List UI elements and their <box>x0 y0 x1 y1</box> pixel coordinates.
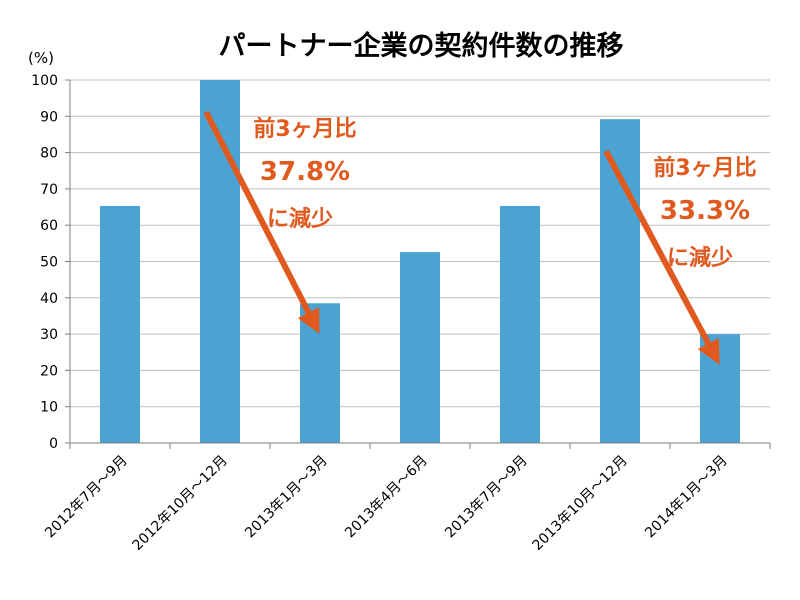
x-tick-label: 2014年1月～3月 <box>642 453 731 542</box>
y-axis-unit: (%) <box>28 49 54 67</box>
chart-title: パートナー企業の契約件数の推移 <box>219 30 624 62</box>
y-tick-label: 100 <box>31 73 58 89</box>
axes <box>65 79 771 449</box>
x-tick-label: 2012年10月～12月 <box>130 453 231 554</box>
y-tick-label: 20 <box>40 363 58 379</box>
x-tick-label: 2013年4月～6月 <box>342 453 431 542</box>
y-tick-label: 50 <box>40 255 58 271</box>
y-tick-label: 40 <box>40 291 58 307</box>
y-tick-labels: 0 10 20 30 40 50 60 70 80 90 100 <box>31 73 58 452</box>
bar <box>700 334 740 443</box>
annotation-text: 33.3% <box>660 196 750 226</box>
annotation-text: 37.8% <box>260 157 350 187</box>
bar <box>100 205 140 443</box>
annotation-text: 前3ヶ月比 <box>253 116 356 142</box>
y-tick-label: 10 <box>40 400 58 416</box>
decrease-arrow <box>603 149 720 365</box>
y-tick-label: 30 <box>40 327 58 343</box>
y-tick-label: 90 <box>40 109 58 125</box>
x-tick-label: 2013年7月～9月 <box>442 453 531 542</box>
y-tick-label: 80 <box>40 146 58 162</box>
annotation-text: に減少 <box>267 207 333 232</box>
y-tick-label: 60 <box>40 218 58 234</box>
annotations: 前3ヶ月比 37.8% に減少 前3ヶ月比 33.3% に減少 <box>203 110 757 365</box>
y-tick-label: 0 <box>49 436 58 452</box>
bar <box>600 119 640 443</box>
bars <box>100 80 740 443</box>
annotation-text: 前3ヶ月比 <box>653 155 756 181</box>
x-tick-label: 2013年1月～3月 <box>242 453 331 542</box>
annotation-text: に減少 <box>667 246 733 271</box>
decrease-arrow <box>203 110 320 334</box>
bar <box>300 303 340 443</box>
x-tick-label: 2013年10月～12月 <box>530 453 631 554</box>
y-tick-label: 70 <box>40 182 58 198</box>
bar <box>400 252 440 443</box>
x-tick-label: 2012年7月～9月 <box>42 453 131 542</box>
bar <box>500 205 540 443</box>
